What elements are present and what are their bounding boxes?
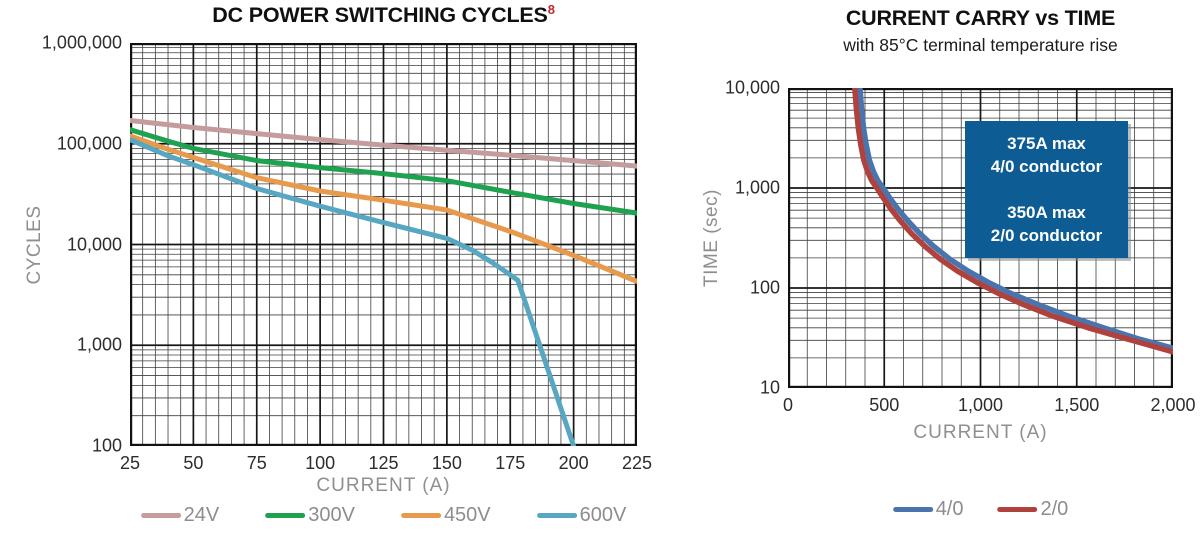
x-tick-label: 150 bbox=[431, 453, 462, 473]
callout-line: 4/0 conductor bbox=[990, 157, 1103, 176]
chart-current-carry-vs-time: CURRENT CARRY vs TIME with 85°C terminal… bbox=[701, 6, 1196, 520]
y-tick-label: 100,000 bbox=[56, 133, 122, 154]
callout-group-4-0: 375A max 4/0 conductor bbox=[969, 132, 1124, 178]
y-tick-label: 10,000 bbox=[66, 234, 122, 254]
dc-power-switching-cycles-plot bbox=[127, 42, 640, 449]
x-tick-label: 100 bbox=[305, 453, 336, 473]
y-tick-label: 1,000 bbox=[734, 177, 780, 198]
legend-swatch bbox=[892, 507, 933, 512]
chart-dc-power-switching-cycles: DC POWER SWITCHING CYCLES8 CYCLES 1,000,… bbox=[24, 2, 652, 526]
x-tick-label: 500 bbox=[869, 395, 900, 415]
legend-swatch bbox=[265, 513, 306, 518]
legend: 4/0 2/0 bbox=[892, 498, 1069, 521]
legend-swatch bbox=[400, 513, 441, 518]
chart-title-text: CURRENT CARRY vs TIME bbox=[845, 6, 1116, 30]
y-tick-label: 10,000 bbox=[724, 77, 780, 98]
legend-label: 2/0 bbox=[1040, 498, 1069, 520]
x-tick-label: 2,000 bbox=[1150, 395, 1196, 415]
callout-group-2-0: 350A max 2/0 conductor bbox=[969, 201, 1124, 247]
x-tick-label: 175 bbox=[495, 453, 526, 473]
legend-swatch bbox=[997, 507, 1038, 512]
x-tick-label: 0 bbox=[782, 395, 794, 415]
chart-subtitle: with 85°C terminal temperature rise bbox=[843, 35, 1118, 55]
x-tick-label: 200 bbox=[558, 453, 589, 473]
callout-line: 2/0 conductor bbox=[990, 226, 1103, 245]
x-tick-label: 25 bbox=[119, 453, 141, 473]
chart-title: DC POWER SWITCHING CYCLES8 bbox=[212, 2, 555, 28]
plot-area bbox=[127, 42, 640, 451]
callout-line: 375A max bbox=[1007, 134, 1086, 153]
x-tick-label: 125 bbox=[368, 453, 399, 473]
legend-item-24v: 24V bbox=[140, 504, 220, 527]
y-axis-label: TIME (sec) bbox=[701, 189, 722, 287]
legend-item-450v: 450V bbox=[400, 504, 491, 527]
legend-label: 300V bbox=[308, 504, 355, 526]
x-tick-label: 1,000 bbox=[957, 395, 1004, 415]
legend-swatch bbox=[140, 513, 181, 518]
legend-label: 4/0 bbox=[935, 498, 964, 520]
legend-label: 600V bbox=[579, 504, 627, 526]
series-24V-line bbox=[127, 118, 640, 169]
x-axis-label: CURRENT (A) bbox=[913, 422, 1048, 443]
y-tick-label: 1,000,000 bbox=[41, 32, 122, 53]
callout-line: 350A max bbox=[1007, 203, 1086, 222]
legend-item-300v: 300V bbox=[265, 504, 355, 527]
y-tick-label: 10 bbox=[759, 377, 780, 398]
legend-item-4-0: 4/0 bbox=[892, 498, 964, 521]
y-axis-label: CYCLES bbox=[24, 205, 45, 285]
y-tick-label: 1,000 bbox=[76, 334, 122, 355]
legend: 24V 300V 450V 600V bbox=[140, 504, 627, 527]
series-2-0-line bbox=[852, 85, 1176, 355]
title-superscript: 8 bbox=[547, 2, 555, 17]
x-tick-label: 1,500 bbox=[1054, 395, 1100, 415]
series-300V-line bbox=[127, 127, 640, 216]
chart-title-text: DC POWER SWITCHING CYCLES bbox=[212, 3, 548, 28]
legend-swatch bbox=[536, 513, 577, 518]
series-450V-line bbox=[127, 133, 640, 284]
x-tick-label: 225 bbox=[621, 453, 653, 473]
legend-item-2-0: 2/0 bbox=[997, 498, 1069, 521]
legend-item-600v: 600V bbox=[536, 504, 627, 527]
chart-title: CURRENT CARRY vs TIME bbox=[845, 6, 1116, 31]
series-600V-line bbox=[127, 137, 577, 449]
y-tick-label: 100 bbox=[91, 435, 122, 456]
series-4-0-line bbox=[857, 85, 1176, 351]
x-axis-label: CURRENT (A) bbox=[316, 475, 451, 496]
conductor-limits-callout: 375A max 4/0 conductor 350A max 2/0 cond… bbox=[965, 121, 1128, 258]
legend-label: 24V bbox=[183, 504, 220, 526]
legend-label: 450V bbox=[443, 504, 491, 526]
x-tick-label: 50 bbox=[183, 453, 204, 473]
y-tick-label: 100 bbox=[749, 277, 780, 298]
x-tick-label: 75 bbox=[246, 453, 267, 473]
